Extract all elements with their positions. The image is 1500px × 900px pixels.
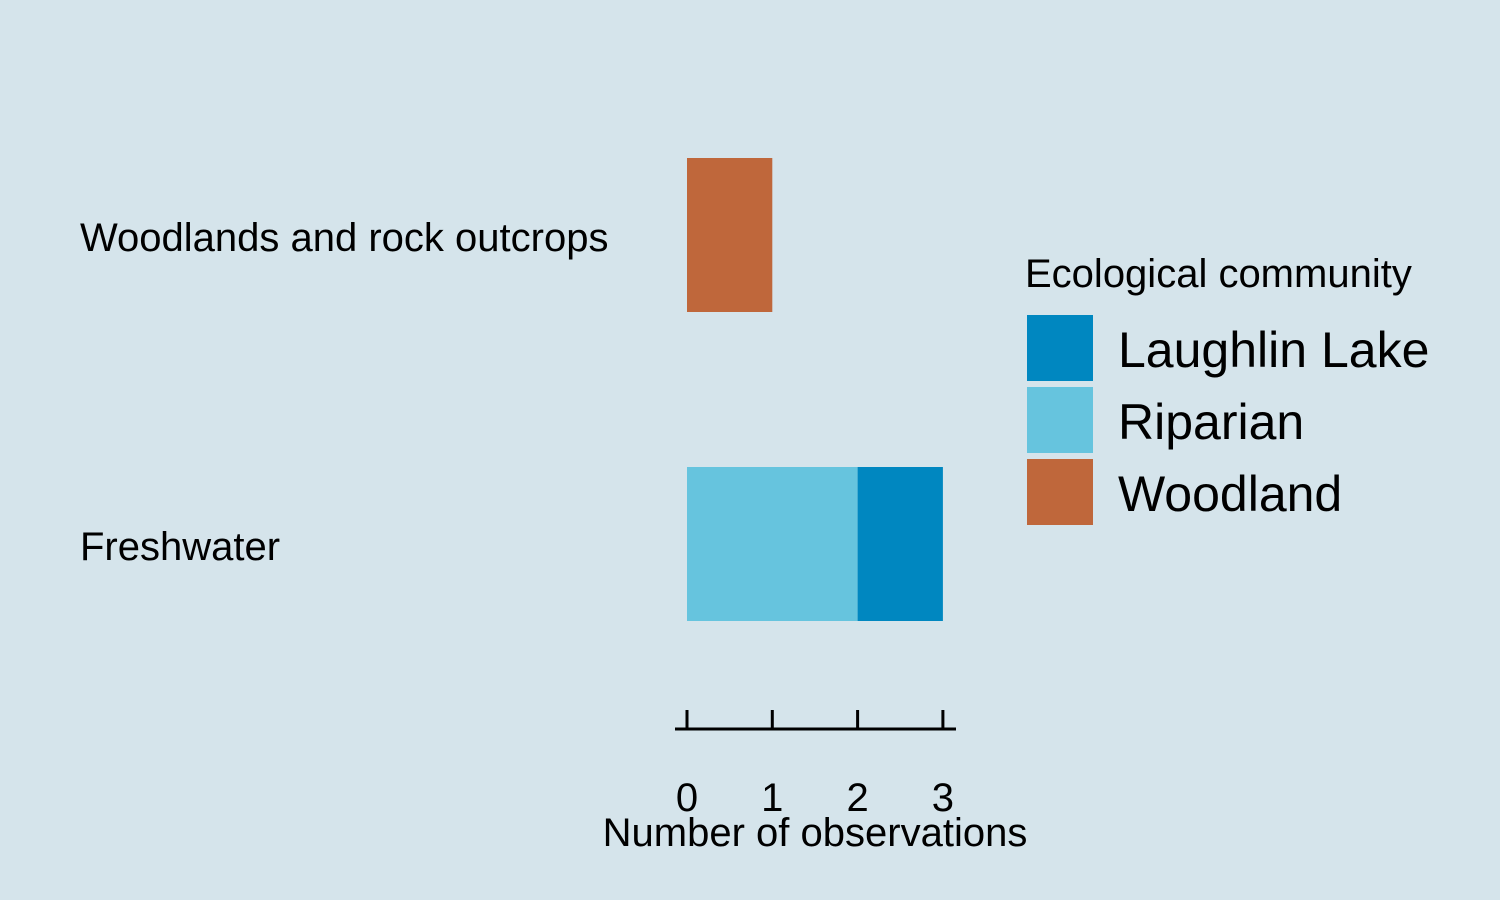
category-label: Freshwater [80, 525, 280, 569]
legend-title: Ecological community [1025, 252, 1412, 296]
x-tick-label: 2 [846, 776, 868, 820]
x-tick-label: 0 [676, 776, 698, 820]
legend-label: Woodland [1118, 466, 1342, 522]
x-tick-label: 1 [761, 776, 783, 820]
bar-laughlin-lake-1 [857, 467, 943, 621]
category-labels: Woodlands and rock outcrops Freshwater [80, 216, 608, 569]
bar-woodland-0 [687, 158, 773, 312]
legend-swatch-riparian [1027, 387, 1093, 453]
bars-group [687, 158, 943, 621]
legend-swatch-woodland [1027, 459, 1093, 525]
legend: Ecological community Laughlin Lake Ripari… [1025, 252, 1429, 525]
legend-swatch-laughlin-lake [1027, 315, 1093, 381]
legend-label: Riparian [1118, 394, 1304, 450]
x-axis: 0 1 2 3 [675, 710, 956, 820]
x-tick-label: 3 [932, 776, 954, 820]
bar-riparian-1 [687, 467, 858, 621]
legend-label: Laughlin Lake [1118, 322, 1429, 378]
x-axis-title: Number of observations [603, 811, 1028, 855]
category-label: Woodlands and rock outcrops [80, 216, 608, 260]
